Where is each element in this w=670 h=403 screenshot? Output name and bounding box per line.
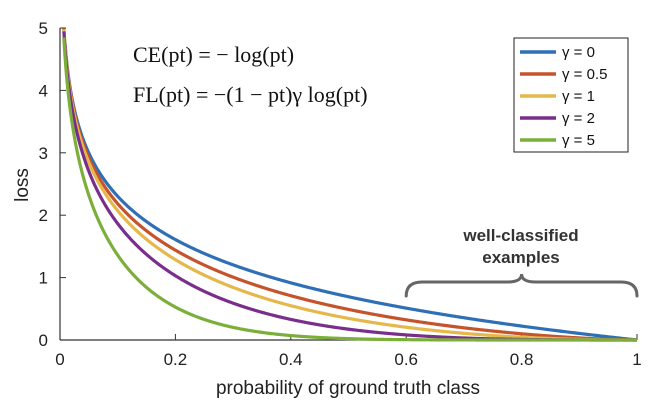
series-line-gamma-5 <box>62 37 638 342</box>
legend-items: γ = 0 γ = 0.5 γ = 1 γ = 2 γ = 5 <box>520 44 607 149</box>
y-axis-title: loss <box>12 168 33 202</box>
series-group <box>62 28 638 342</box>
annotation-line1: well-classified <box>462 226 578 245</box>
series-line-gamma-0 <box>63 41 638 342</box>
well-classified-annotation: well-classified examples <box>404 226 639 298</box>
x-tick-label: 0.6 <box>394 350 418 369</box>
y-tick-label: 3 <box>39 144 48 163</box>
y-tick-label: 5 <box>39 19 48 38</box>
x-tick-label: 0.4 <box>279 350 303 369</box>
formula-fl: FL(pt) = −(1 − pt)γ log(pt) <box>133 82 368 107</box>
legend-label: γ = 2 <box>562 110 595 127</box>
x-tick-label: 1 <box>632 350 641 369</box>
legend: γ = 0 γ = 0.5 γ = 1 γ = 2 γ = 5 <box>513 37 629 153</box>
y-tick-label: 4 <box>39 81 48 100</box>
series-line-gamma-0-5 <box>62 28 638 342</box>
y-tick-label: 0 <box>39 331 48 350</box>
y-tick-label: 1 <box>39 269 48 288</box>
legend-label: γ = 0.5 <box>562 66 607 83</box>
legend-label: γ = 5 <box>562 132 595 149</box>
formula-block: CE(pt) = − log(pt) FL(pt) = −(1 − pt)γ l… <box>133 42 368 107</box>
formula-ce: CE(pt) = − log(pt) <box>133 42 294 67</box>
x-tick-label: 0.2 <box>164 350 188 369</box>
y-ticks: 0 1 2 3 4 5 <box>39 19 66 350</box>
legend-label: γ = 1 <box>562 88 595 105</box>
x-tick-label: 0.8 <box>510 350 534 369</box>
x-axis-title: probability of ground truth class <box>216 378 480 399</box>
x-ticks: 0 0.2 0.4 0.6 0.8 1 <box>55 334 642 369</box>
annotation-line2: examples <box>482 248 560 267</box>
legend-label: γ = 0 <box>562 44 595 61</box>
y-tick-label: 2 <box>39 206 48 225</box>
x-tick-label: 0 <box>55 350 64 369</box>
brace-icon <box>404 273 639 298</box>
